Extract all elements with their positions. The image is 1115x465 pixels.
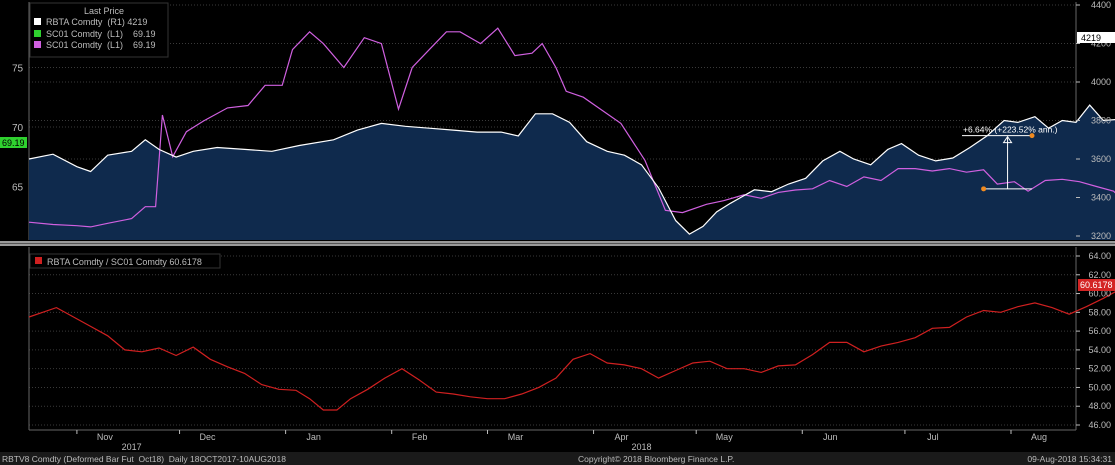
x-month-label: Aug [1031, 432, 1047, 442]
x-year-label: 2018 [631, 442, 651, 452]
ratio-legend-text: RBTA Comdty / SC01 Comdty 60.6178 [47, 257, 202, 267]
ratio-tick-label: 62.00 [1088, 270, 1111, 280]
left-axis-ticks: 65 70 75 [12, 63, 24, 193]
left-price-tag [0, 137, 27, 148]
legend-swatch-sc01-purple [34, 41, 41, 48]
price-lines [28, 27, 1115, 235]
x-year-label: 2017 [122, 442, 142, 452]
right-tick-label: 3400 [1091, 193, 1111, 203]
legend-item-sc01-purple: SC01 Comdty (L1) 69.19 [46, 40, 156, 50]
left-tick-label: 65 [12, 182, 24, 193]
left-tick-label: 70 [12, 123, 24, 134]
ratio-tick-label: 60.00 [1088, 289, 1111, 299]
legend-swatch-rbta [34, 18, 41, 25]
x-month-label: Nov [97, 432, 114, 442]
left-price-tag-text: 69.19 [2, 138, 25, 148]
x-month-label: Feb [412, 432, 428, 442]
right-tick-label: 3600 [1091, 154, 1111, 164]
ratio-legend-box [29, 253, 221, 269]
ratio-tag-text: 60.6178 [1080, 280, 1113, 290]
ratio-tick-label: 54.00 [1088, 345, 1111, 355]
ratio-tag [1078, 279, 1115, 291]
ratio-tick-label: 48.00 [1088, 401, 1111, 411]
right-tick-label: 3200 [1091, 231, 1111, 241]
x-month-label: Dec [200, 432, 217, 442]
legend-item-rbta: RBTA Comdty (R1) 4219 [46, 17, 147, 27]
ratio-tick-label: 64.00 [1088, 251, 1111, 261]
footer-bar [0, 452, 1115, 465]
right-tick-label: 4400 [1091, 0, 1111, 10]
right-axis-ticks: 3200 3400 3600 3800 4000 4200 4400 [1076, 0, 1111, 241]
x-month-label: Jul [927, 432, 939, 442]
ratio-tick-label: 50.00 [1088, 382, 1111, 392]
right-price-tag-text: 4219 [1081, 33, 1101, 43]
footer-center: Copyright© 2018 Bloomberg Finance L.P. [578, 454, 734, 464]
sc01-line [28, 27, 1115, 228]
legend-swatch-sc01-green [34, 30, 41, 37]
x-axis: Nov Dec Jan Feb Mar Apr May Jun Jul Aug 2017 2018 [29, 429, 1076, 452]
ratio-tick-label: 58.00 [1088, 307, 1111, 317]
ratio-tick-label: 56.00 [1088, 326, 1111, 336]
rbta-line [28, 104, 1115, 235]
x-month-label: Jan [306, 432, 321, 442]
ratio-panel: 46.00 48.00 50.00 52.00 54.00 56.00 58.00 60.00… [28, 247, 1115, 430]
annotation-text: +6.64% (+223.52% ann.) [963, 125, 1058, 135]
x-month-label: Jun [823, 432, 838, 442]
x-month-label: Mar [508, 432, 524, 442]
ratio-axis-ticks: 46.00 48.00 50.00 52.00 54.00 56.00 58.00 60.00… [1076, 251, 1111, 430]
ratio-tick-label: 46.00 [1088, 420, 1111, 430]
footer-right: 09-Aug-2018 15:34:31 [1027, 454, 1112, 464]
footer-left: RBTV8 Comdty (Deformed Bar Fut Oct18) Da… [2, 454, 286, 464]
right-price-tag [1077, 32, 1115, 43]
rbta-area [29, 105, 1115, 240]
legend-box [29, 2, 169, 58]
left-tick-label: 75 [12, 63, 24, 74]
ratio-line-path [28, 291, 1115, 411]
annotation-start-point [981, 186, 987, 192]
legend-item-sc01-green: SC01 Comdty (L1) 69.19 [46, 29, 156, 39]
rbta-area-fill [29, 105, 1115, 240]
ratio-legend-swatch [35, 257, 42, 264]
x-month-label: Apr [615, 432, 629, 442]
legend-title: Last Price [84, 6, 124, 16]
annotation-arrow [1002, 135, 1013, 144]
right-tick-label: 4200 [1091, 39, 1111, 49]
annotation-end-point [1029, 133, 1035, 139]
right-tick-label: 3800 [1091, 116, 1111, 126]
panel-divider-dark [0, 243, 1115, 244]
annotation: +6.64% (+223.52% ann.) [962, 125, 1058, 192]
ratio-tick-label: 52.00 [1088, 364, 1111, 374]
ratio-line [28, 291, 1115, 411]
right-tick-label: 4000 [1091, 77, 1111, 87]
price-panel: 65 70 75 3200 3400 3600 3800 4000 4200 4400 +6.6… [0, 0, 1115, 241]
x-month-label: May [716, 432, 734, 442]
